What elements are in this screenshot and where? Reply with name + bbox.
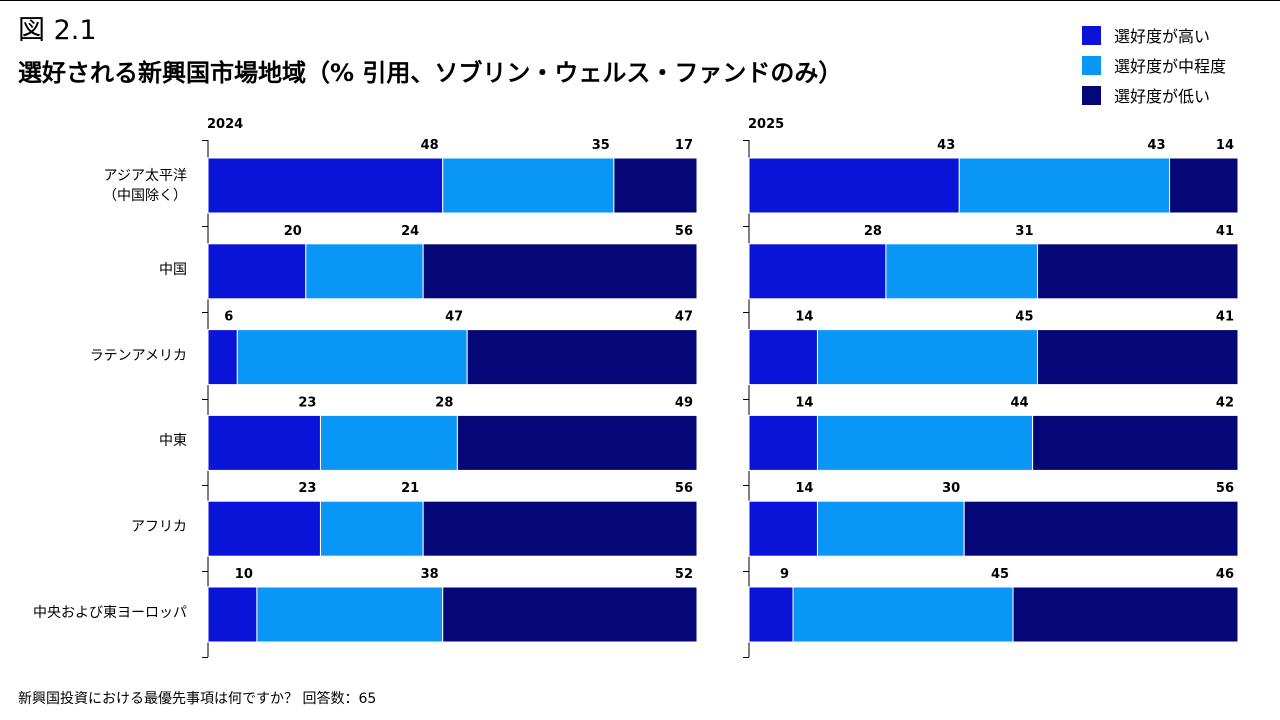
data-label-2025-medium-2: 45 — [1015, 310, 1033, 325]
bar-2024-low-3 — [456, 414, 698, 471]
bar-2025-high-2 — [748, 329, 818, 386]
bar-2024-medium-0 — [442, 157, 615, 214]
bar-2025-high-0 — [748, 157, 960, 214]
bar-2024-high-5 — [207, 586, 258, 643]
data-label-2025-high-5: 9 — [780, 567, 789, 582]
bar-2025-high-5 — [748, 586, 794, 643]
data-label-2025-medium-5: 45 — [991, 567, 1009, 582]
legend-label-low: 選好度が低い — [1114, 87, 1211, 106]
data-label-2024-medium-5: 38 — [421, 567, 439, 582]
data-label-2025-high-1: 28 — [864, 224, 882, 239]
category-label-middle-east: 中東 — [159, 433, 187, 449]
data-label-2024-high-0: 48 — [421, 138, 439, 153]
data-label-2025-high-3: 14 — [795, 395, 813, 410]
data-label-2024-high-5: 10 — [235, 567, 253, 582]
data-label-2025-low-5: 46 — [1216, 567, 1234, 582]
data-label-2024-high-3: 23 — [298, 395, 316, 410]
legend-swatch-high — [1082, 25, 1101, 45]
bar-2024-low-4 — [422, 500, 698, 557]
data-label-2025-high-2: 14 — [795, 310, 813, 325]
data-label-2025-low-1: 41 — [1216, 224, 1234, 239]
footnote: 新興国投資における最優先事項は何ですか？ 回答数：65 — [18, 691, 377, 707]
legend-swatch-low — [1082, 85, 1101, 105]
bar-2024-medium-2 — [236, 329, 468, 386]
bar-2024-low-1 — [422, 243, 698, 300]
category-label-africa: アフリカ — [131, 519, 187, 535]
data-label-2024-medium-4: 21 — [401, 481, 419, 496]
data-label-2024-high-1: 20 — [284, 224, 302, 239]
bar-2024-medium-3 — [319, 414, 458, 471]
top-rule — [0, 0, 1280, 1]
data-label-2024-low-5: 52 — [675, 567, 693, 582]
data-label-2024-medium-2: 47 — [445, 310, 463, 325]
data-label-2024-high-2: 6 — [224, 310, 233, 325]
bar-2024-low-5 — [442, 586, 698, 643]
category-label-china: 中国 — [159, 262, 187, 278]
bar-2024-medium-5 — [256, 586, 444, 643]
bar-2024-high-4 — [207, 500, 321, 557]
data-label-2025-low-2: 41 — [1216, 310, 1234, 325]
figure-label: 図 2.1 — [18, 15, 97, 46]
data-label-2024-medium-0: 35 — [592, 138, 610, 153]
legend: 選好度が高い 選好度が中程度 選好度が低い — [1082, 20, 1226, 110]
data-label-2025-medium-4: 30 — [942, 481, 960, 496]
legend-swatch-medium — [1082, 55, 1101, 75]
data-label-2025-medium-0: 43 — [1147, 138, 1165, 153]
data-label-2024-high-4: 23 — [298, 481, 316, 496]
category-label-central-eastern-europe: 中央および東ヨーロッパ — [33, 605, 187, 621]
bar-2024-medium-4 — [319, 500, 424, 557]
bar-2024-medium-1 — [305, 243, 424, 300]
data-label-2024-low-4: 56 — [675, 481, 693, 496]
bar-2024-high-0 — [207, 157, 444, 214]
data-label-2025-low-4: 56 — [1216, 481, 1234, 496]
panel-title-2024: 2024 — [207, 117, 244, 132]
chart-title: 選好される新興国市場地域（% 引用、ソブリン・ウェルス・ファンドのみ） — [18, 59, 843, 87]
bar-2025-low-4 — [963, 500, 1239, 557]
data-label-2025-high-0: 43 — [937, 138, 955, 153]
data-label-2025-low-3: 42 — [1216, 395, 1234, 410]
legend-label-high: 選好度が高い — [1114, 27, 1211, 46]
data-label-2024-medium-1: 24 — [401, 224, 419, 239]
bar-2024-high-1 — [207, 243, 307, 300]
panel-title-2025: 2025 — [748, 117, 785, 132]
category-label-latin-america: ラテンアメリカ — [89, 348, 187, 364]
bar-2024-low-2 — [466, 329, 698, 386]
bar-2025-medium-3 — [816, 414, 1034, 471]
data-label-2024-low-3: 49 — [675, 395, 693, 410]
bar-2025-low-0 — [1169, 157, 1239, 214]
bar-2025-medium-1 — [885, 243, 1039, 300]
bar-2025-high-3 — [748, 414, 818, 471]
bar-2025-medium-5 — [792, 586, 1014, 643]
bar-2025-medium-4 — [816, 500, 965, 557]
data-label-2024-low-1: 56 — [675, 224, 693, 239]
bar-2025-low-2 — [1037, 329, 1239, 386]
data-label-2024-medium-3: 28 — [435, 395, 453, 410]
bar-2025-low-3 — [1032, 414, 1239, 471]
category-label-asia-pacific: アジア太平洋 （中国除く） — [103, 168, 187, 204]
data-label-2024-low-0: 17 — [675, 138, 693, 153]
data-label-2025-high-4: 14 — [795, 481, 813, 496]
legend-item-high: 選好度が高い — [1082, 20, 1226, 50]
bar-2024-high-3 — [207, 414, 321, 471]
bar-2025-medium-0 — [958, 157, 1171, 214]
bar-2025-medium-2 — [816, 329, 1039, 386]
data-label-2025-medium-3: 44 — [1011, 395, 1029, 410]
bar-2025-low-5 — [1012, 586, 1239, 643]
data-label-2025-low-0: 14 — [1216, 138, 1234, 153]
bar-2024-low-0 — [613, 157, 698, 214]
legend-item-low: 選好度が低い — [1082, 80, 1226, 110]
legend-item-medium: 選好度が中程度 — [1082, 50, 1226, 80]
data-label-2024-low-2: 47 — [675, 310, 693, 325]
bar-2025-low-1 — [1037, 243, 1239, 300]
data-label-2025-medium-1: 31 — [1015, 224, 1033, 239]
legend-label-medium: 選好度が中程度 — [1114, 57, 1227, 76]
bar-2025-high-4 — [748, 500, 818, 557]
bar-2024-high-2 — [207, 329, 238, 386]
bar-2025-high-1 — [748, 243, 887, 300]
